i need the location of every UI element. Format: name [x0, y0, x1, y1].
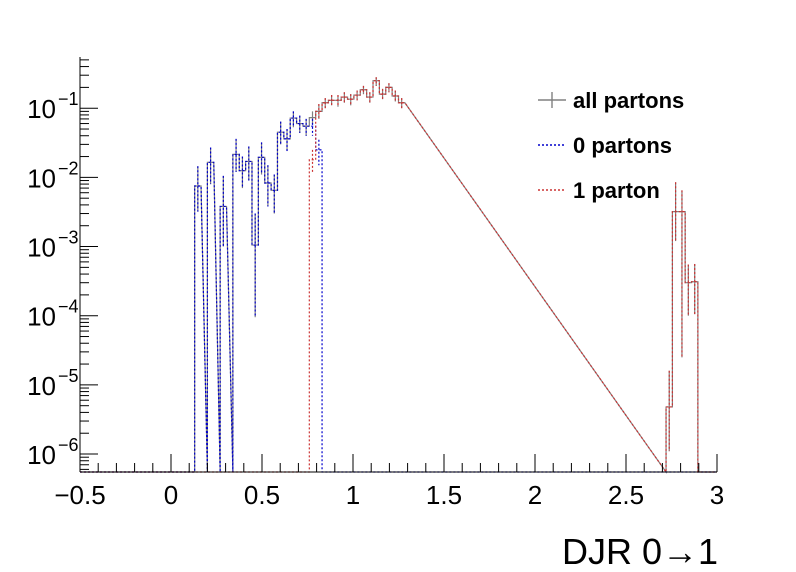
- axes-layer: −0.5 0 0.5 1 1.5 2 2.5 310−610−510−410−310 −210−…: [27, 57, 724, 510]
- y-tick-base: 10: [27, 94, 56, 124]
- histogram-outline: [80, 80, 717, 474]
- series-0-partons: [80, 111, 717, 473]
- y-tick-label: 10 −6: [27, 435, 78, 470]
- y-tick-label: 10 −2: [27, 158, 78, 193]
- legend-label: all partons: [573, 88, 684, 113]
- legend-entry: 0 partons: [538, 133, 672, 158]
- legend-entry: 1 parton: [538, 178, 660, 203]
- legend-entry: all partons: [538, 88, 684, 113]
- y-tick-base: 10: [27, 233, 56, 263]
- legend-label: 0 partons: [573, 133, 672, 158]
- x-tick-label: 0: [164, 480, 178, 510]
- legend-label: 1 parton: [573, 178, 660, 203]
- x-tick-label: 3: [710, 480, 724, 510]
- y-tick-base: 10: [27, 440, 56, 470]
- y-tick-label: 10 −3: [27, 228, 78, 263]
- y-tick-exponent: −1: [58, 89, 79, 109]
- y-tick-base: 10: [27, 302, 56, 332]
- y-tick-label: 10 −4: [27, 297, 78, 332]
- y-tick-label: 10 −1: [27, 89, 78, 124]
- x-axis-title: DJR 0→1: [562, 531, 718, 572]
- y-tick-exponent: −2: [58, 158, 79, 178]
- y-tick-exponent: −5: [58, 366, 79, 386]
- y-tick-exponent: −4: [58, 297, 79, 317]
- data-layer: [80, 77, 717, 474]
- x-tick-label: 2.5: [608, 480, 644, 510]
- x-tick-label: 1: [346, 480, 360, 510]
- y-tick-base: 10: [27, 163, 56, 193]
- x-tick-label: −0.5: [54, 480, 105, 510]
- legend: all partons 0 partons 1 parton: [538, 88, 684, 203]
- y-tick-exponent: −6: [58, 435, 79, 455]
- x-tick-label: 0.5: [244, 480, 280, 510]
- series-1-parton: [80, 77, 717, 474]
- y-tick-base: 10: [27, 371, 56, 401]
- y-tick-exponent: −3: [58, 228, 79, 248]
- x-tick-label: 2: [528, 480, 542, 510]
- x-tick-label: 1.5: [426, 480, 462, 510]
- y-tick-label: 10 −5: [27, 366, 78, 401]
